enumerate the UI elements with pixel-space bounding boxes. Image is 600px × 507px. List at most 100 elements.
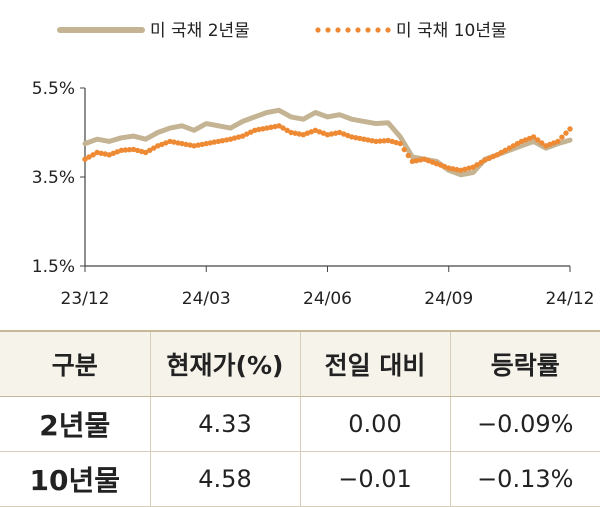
data-point-10y (163, 140, 169, 146)
data-point-10y (433, 161, 440, 167)
data-point-10y (328, 131, 335, 137)
data-point-10y (498, 149, 504, 156)
x-ticks: 23/12 24/03 24/06 24/09 24/12 (61, 266, 595, 309)
data-point-10y (316, 129, 323, 135)
yield-summary-table: 구분 현재가(%) 전일 대비 등락률 2년물 4.33 0.00 −0.09%… (0, 330, 600, 507)
data-point-10y (357, 135, 363, 142)
table-header-row: 구분 현재가(%) 전일 대비 등락률 (0, 330, 600, 397)
data-point-10y (114, 149, 121, 155)
legend-dot (375, 27, 381, 33)
data-point-10y (231, 135, 238, 141)
data-point-10y (365, 137, 371, 143)
data-point-10y (332, 130, 339, 136)
data-point-10y (296, 131, 302, 137)
row-current: 4.58 (149, 451, 300, 507)
header-category: 구분 (0, 330, 150, 397)
row-label: 2년물 (0, 396, 150, 452)
legend-label-2y: 미 국채 2년물 (150, 21, 250, 41)
header-change: 전일 대비 (299, 330, 450, 397)
data-point-10y (539, 140, 545, 146)
legend-dot (335, 27, 341, 33)
legend-swatch-10y (315, 27, 391, 33)
y-tick-label: 5.5% (32, 79, 75, 99)
header-current: 현재가(%) (149, 330, 300, 397)
x-tick-label: 24/12 (546, 289, 595, 309)
data-point-10y (118, 147, 125, 153)
data-point-10y (462, 166, 468, 172)
series-line-2y (82, 107, 573, 178)
data-point-10y (563, 130, 569, 136)
data-point-10y (256, 126, 262, 133)
data-point-10y (151, 145, 157, 151)
data-point-10y (264, 125, 270, 131)
data-point-10y (207, 140, 213, 146)
table-row: 10년물 4.58 −0.01 −0.13% (0, 451, 600, 507)
data-point-10y (191, 143, 197, 149)
data-point-10y (551, 140, 557, 146)
data-point-10y (506, 145, 513, 151)
data-point-10y (369, 138, 375, 144)
data-point-10y (336, 129, 343, 136)
data-point-10y (195, 142, 201, 148)
header-rate: 등락률 (449, 330, 600, 397)
y-ticks: 5.5% 3.5% 1.5% (32, 79, 85, 277)
data-point-10y (175, 140, 181, 146)
legend-label-10y: 미 국채 10년물 (396, 21, 507, 41)
data-point-10y (171, 139, 177, 145)
row-change: 0.00 (299, 396, 450, 452)
data-point-10y (490, 153, 496, 160)
data-point-10y (442, 163, 448, 170)
data-point-10y (292, 130, 298, 136)
data-point-10y (381, 138, 387, 144)
data-point-10y (401, 146, 407, 153)
data-point-10y (179, 140, 185, 147)
data-point-10y (417, 157, 424, 163)
bond-yield-chart: 미 국채 2년물 미 국채 10년물 5.5% 3.5% 1.5% 23/12 24/… (32, 21, 595, 309)
data-point-10y (385, 137, 391, 144)
data-point-10y (211, 139, 217, 145)
legend-dot (385, 27, 391, 33)
data-point-10y (450, 166, 456, 172)
y-tick-label: 1.5% (32, 257, 75, 277)
data-point-10y (559, 134, 565, 140)
data-point-10y (361, 136, 367, 142)
data-point-10y (397, 140, 403, 147)
data-point-10y (288, 129, 294, 136)
data-point-10y (82, 156, 88, 162)
data-point-10y (377, 138, 383, 144)
data-point-10y (510, 143, 517, 149)
data-point-10y (167, 138, 173, 145)
data-point-10y (555, 138, 561, 145)
data-point-10y (405, 152, 411, 159)
data-point-10y (425, 158, 432, 164)
data-point-10y (147, 147, 153, 153)
data-point-10y (248, 129, 254, 135)
legend-dot (315, 27, 321, 33)
row-change: −0.01 (299, 451, 450, 507)
data-point-10y (142, 149, 149, 156)
data-point-10y (199, 141, 205, 148)
data-point-10y (446, 165, 452, 171)
series-line-10y (82, 123, 573, 173)
data-point-10y (535, 137, 541, 143)
data-point-10y (393, 139, 399, 146)
data-point-10y (280, 125, 286, 131)
data-point-10y (474, 162, 480, 168)
data-point-10y (353, 135, 359, 141)
row-rate: −0.09% (449, 396, 600, 452)
legend-dot (325, 27, 331, 33)
data-point-10y (478, 159, 484, 166)
data-point-10y (514, 140, 521, 147)
series-layer (82, 107, 573, 178)
data-point-10y (223, 137, 230, 143)
row-rate: −0.13% (449, 451, 600, 507)
legend-dot (345, 27, 351, 33)
data-point-10y (102, 151, 108, 157)
data-point-10y (502, 147, 508, 153)
data-point-10y (276, 123, 282, 129)
data-point-10y (373, 138, 379, 145)
row-label: 10년물 (0, 451, 150, 507)
data-point-10y (260, 126, 266, 132)
data-point-10y (134, 147, 141, 154)
legend-dot (355, 27, 361, 33)
